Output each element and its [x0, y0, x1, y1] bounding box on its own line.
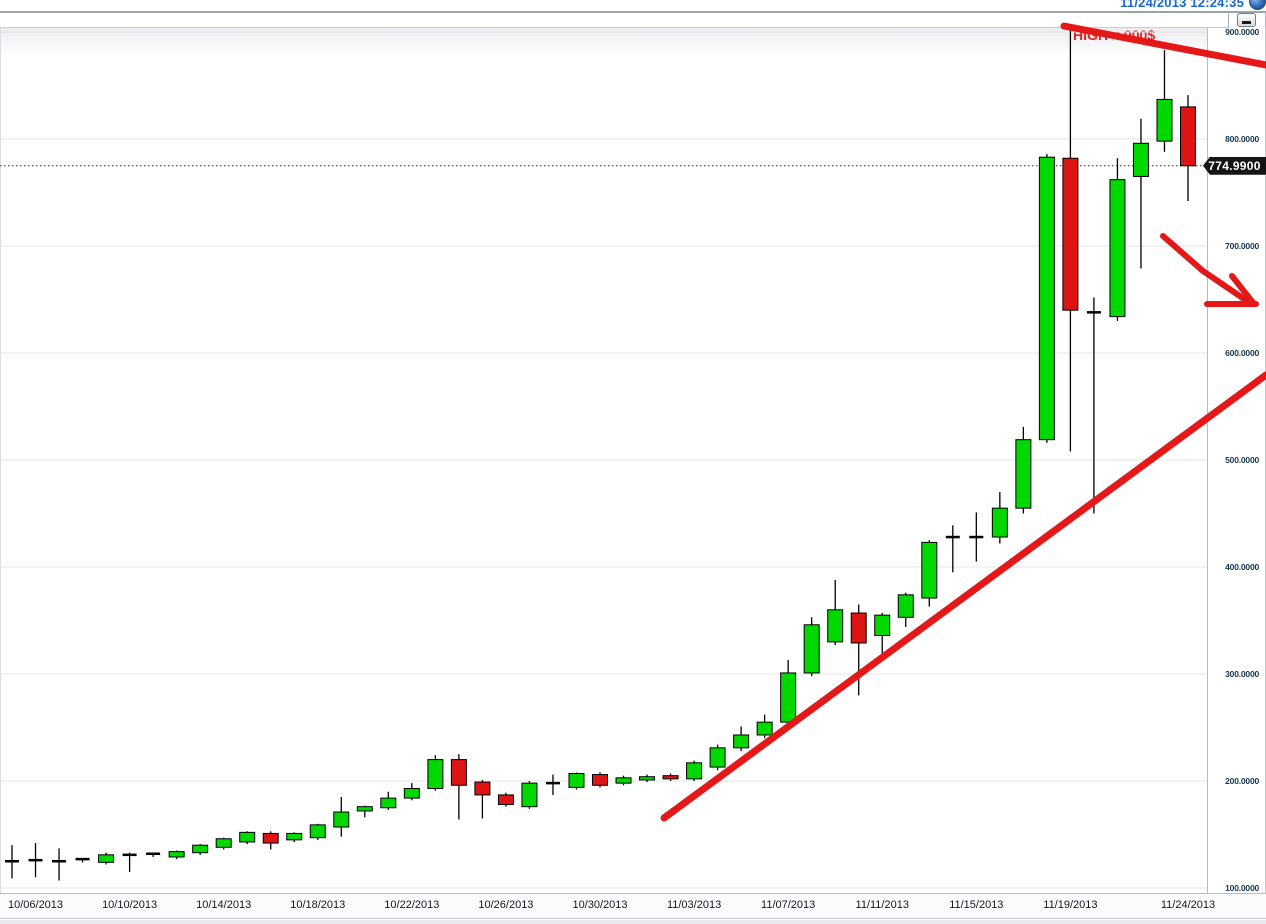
x-axis-label: 10/10/2013: [102, 899, 158, 911]
status-orb-icon[interactable]: [1249, 0, 1266, 10]
y-axis-label: 200.0000: [1225, 776, 1259, 786]
x-axis-label: 11/03/2013: [666, 899, 722, 911]
minimize-icon: [1242, 21, 1251, 24]
chart-plot-area[interactable]: [0, 28, 1207, 893]
high-annotation-label: HIGH = 900$: [1073, 27, 1156, 43]
x-axis-label: 10/14/2013: [196, 899, 252, 911]
x-axis-label: 10/06/2013: [7, 899, 64, 911]
last-price-value: 774.9900: [1208, 158, 1261, 173]
scale-panel-header: [1228, 13, 1266, 28]
window-top-border: [0, 11, 1266, 13]
y-axis-label: 100.0000: [1225, 883, 1259, 893]
y-axis-label: 500.0000: [1225, 455, 1259, 465]
last-price-tag: 774.9900: [1203, 156, 1266, 175]
y-axis-label: 900.0000: [1225, 27, 1259, 37]
x-axis-label: 10/30/2013: [572, 899, 628, 911]
x-axis-label: 11/07/2013: [761, 899, 816, 911]
chart-bottom-border: [0, 893, 1266, 894]
x-axis-label: 11/19/2013: [1043, 899, 1098, 911]
minimize-button[interactable]: [1237, 13, 1256, 27]
x-axis-label: 11/15/2013: [949, 899, 1004, 911]
x-axis-label: 11/24/2013: [1160, 899, 1216, 911]
clock-timestamp: 11/24/2013 12:24:35: [1120, 0, 1244, 10]
y-axis-label: 600.0000: [1225, 348, 1259, 358]
y-axis-label: 300.0000: [1225, 669, 1259, 679]
x-axis-label: 10/26/2013: [478, 899, 534, 911]
chart-top-border: [0, 27, 1228, 28]
x-axis-label: 10/22/2013: [384, 899, 440, 911]
x-axis-label: 10/18/2013: [290, 899, 346, 911]
y-axis-label: 700.0000: [1225, 241, 1259, 251]
x-axis-label: 11/11/2013: [855, 899, 909, 911]
window-bottom-strip: [0, 920, 1266, 924]
y-axis-label: 400.0000: [1225, 562, 1259, 572]
y-axis-label: 800.0000: [1225, 134, 1259, 144]
time-axis[interactable]: 10/06/2013 10/10/2013 10/14/2013 10/18/2013…: [0, 894, 1266, 919]
